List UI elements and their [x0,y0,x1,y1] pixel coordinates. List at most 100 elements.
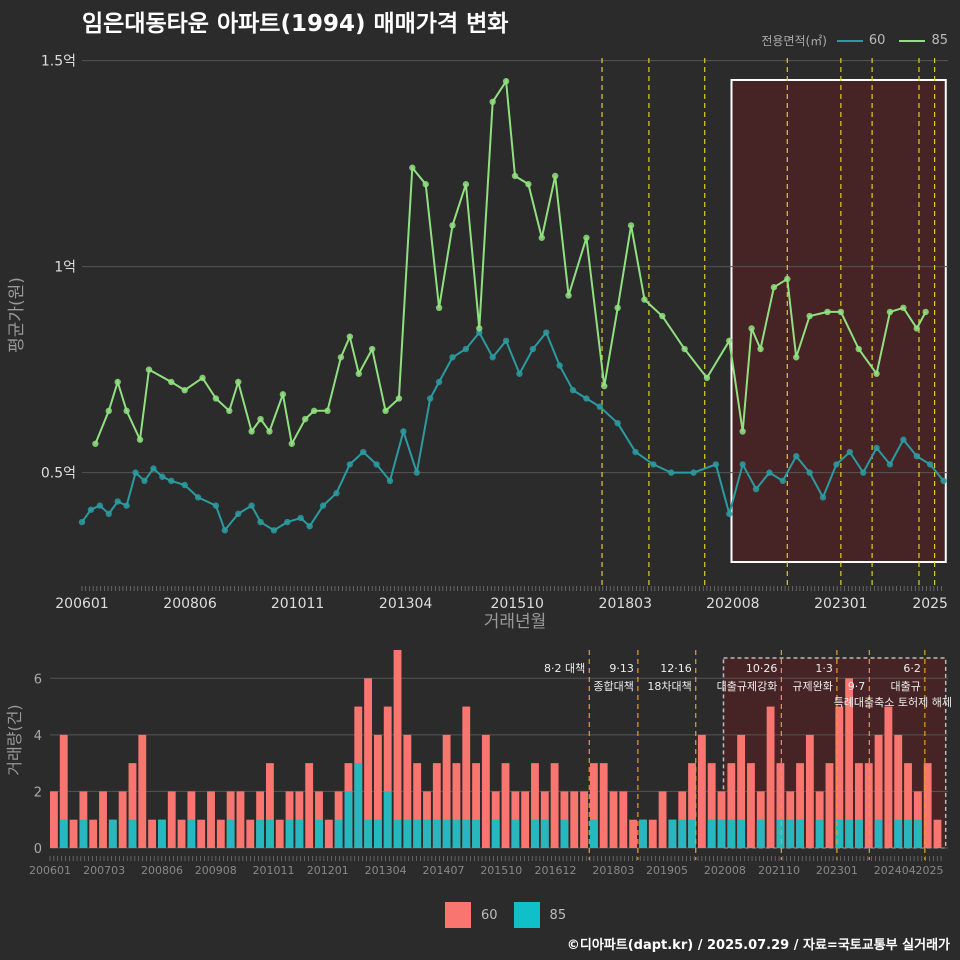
data-point-85 [212,395,220,402]
data-point-60 [668,469,675,476]
volume-bar-60 [50,791,58,848]
data-point-60 [413,469,420,476]
data-point-85 [346,333,354,340]
data-point-60 [248,502,255,509]
volume-bar-85 [845,819,854,848]
legend-label-60: 60 [868,33,886,48]
x-tick-label: 202008 [706,596,759,612]
policy-label: 9·7 [848,680,866,693]
volume-bar-60 [442,734,451,848]
data-point-85 [627,222,635,229]
volume-bar-85 [285,819,294,848]
data-point-60 [516,370,523,377]
legend-label-85: 85 [931,33,948,48]
volume-bar-60 [452,763,461,848]
volume-legend: 60 85 [445,902,566,928]
data-point-85 [748,325,755,332]
volume-bar-85 [540,819,549,848]
volume-bar-60 [236,791,245,848]
volume-bar-85 [678,819,687,848]
legend-title: 전용면적(㎡) [761,34,827,48]
price-chart: 0.5억 1억 1.5억 200601 200806 201011 201304 201510… [7,54,948,632]
volume-bar-85 [226,819,235,848]
data-point-60 [449,354,456,361]
x-tick-label: 202301 [814,596,867,612]
legend-swatch-60 [836,39,863,42]
data-point-85 [235,378,242,386]
data-point-85 [806,312,813,320]
data-point-85 [409,164,416,171]
volume-bar-85 [354,763,363,848]
volume-bar-60 [697,734,706,848]
volume-bar-60 [118,791,127,848]
x-tick-label: 201011 [271,596,324,612]
x-tick-label: 200806 [163,596,217,612]
volume-bar-60 [364,678,373,848]
volume-bar-60 [373,734,382,848]
data-point-60 [614,419,621,427]
volume-bar-60 [648,819,657,848]
volume-bar-60 [805,734,814,848]
data-point-60 [221,527,229,534]
data-point-60 [632,448,639,456]
data-point-60 [114,498,121,505]
volume-bar-85 [334,819,343,848]
x-tick-label: 202301 [816,864,858,877]
volume-bar-85 [265,819,274,848]
volume-bar-60 [599,763,608,848]
data-point-60 [489,354,496,361]
volume-bar-85 [472,819,480,848]
data-point-85 [614,304,621,312]
data-point-60 [462,345,470,353]
y-tick-label: 1.5억 [41,54,76,70]
x-tick-label: 2025 [912,596,948,612]
policy-label: 10·26 [746,662,778,675]
data-point-85 [257,415,264,423]
x-tick-label: 201407 [422,864,464,877]
y-axis-title: 거래량(건) [5,704,24,775]
volume-bar-60 [570,791,579,848]
volume-bar-60 [766,706,775,848]
x-tick-label: 202404 [874,864,916,877]
volume-bar-60 [246,819,255,848]
volume-bar-60 [59,734,68,848]
footer-credit: ©디아파트(dapt.kr) / 2025.07.29 / 자료=국토교통부 실… [566,938,950,953]
volume-bar-85 [295,819,304,848]
volume-bar-60 [216,819,225,848]
volume-bar-85 [108,819,117,848]
volume-bar-60 [138,734,147,848]
data-point-60 [426,395,434,402]
data-point-60 [123,502,130,509]
volume-bar-85 [128,819,137,848]
x-axis-title: 거래년월 [484,612,547,632]
volume-bar-60 [481,734,490,848]
data-point-60 [141,477,148,485]
data-point-85 [226,407,233,415]
volume-bar-85 [737,819,746,848]
volume-bar-60 [747,763,755,848]
volume-bar-60 [275,819,284,848]
data-point-85 [502,78,510,85]
volume-bar-60 [589,763,598,848]
data-point-85 [476,325,483,332]
data-point-60 [846,448,853,456]
volume-bar-85 [560,819,569,848]
data-point-85 [784,275,791,283]
volume-bar-60 [128,763,137,848]
volume-bar-85 [423,819,431,848]
data-point-85 [324,407,331,415]
x-tick-label: 200601 [55,596,108,612]
data-point-60 [78,518,86,526]
data-point-85 [641,296,648,303]
volume-bar-85 [756,819,765,848]
data-point-85 [770,284,778,291]
data-point-60 [132,469,139,476]
data-point-85 [114,378,121,386]
data-point-60 [150,465,157,472]
volume-bar-85 [531,819,539,848]
volume-bar-60 [835,706,844,848]
volume-bar-85 [855,819,863,848]
volume-bar-60 [462,706,471,848]
volume-bar-60 [472,763,480,848]
data-point-85 [136,436,144,443]
